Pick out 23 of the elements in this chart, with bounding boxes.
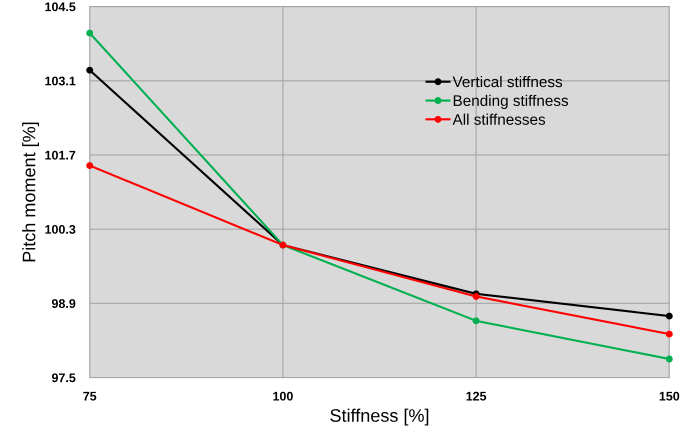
point xyxy=(472,317,480,324)
legend-label: Vertical stiffness xyxy=(452,76,562,88)
y-tick-label: 103.1 xyxy=(45,76,76,86)
point xyxy=(472,292,480,300)
y-tick-label: 100.3 xyxy=(45,224,76,234)
point xyxy=(86,66,94,74)
x-tick-label: 125 xyxy=(466,392,486,401)
x-tick-label: 75 xyxy=(83,392,96,401)
y-tick-label: 104.5 xyxy=(45,2,76,12)
point xyxy=(666,356,673,362)
x-tick-label: 100 xyxy=(273,392,293,401)
y-tick-label: 101.7 xyxy=(45,150,76,160)
point xyxy=(666,330,673,338)
point xyxy=(666,312,673,320)
y-tick-label: 97.5 xyxy=(52,373,76,382)
y-axis-title: Pitch moment [%] xyxy=(22,122,39,262)
y-tick-label: 98.9 xyxy=(52,299,76,308)
point xyxy=(86,162,94,170)
x-tick-label: 150 xyxy=(660,392,680,401)
legend-label: All stiffnesses xyxy=(452,114,546,125)
x-axis-title: Stiffness [%] xyxy=(330,408,428,426)
point xyxy=(86,30,94,37)
legend-label: Bending stiffness xyxy=(454,94,568,110)
